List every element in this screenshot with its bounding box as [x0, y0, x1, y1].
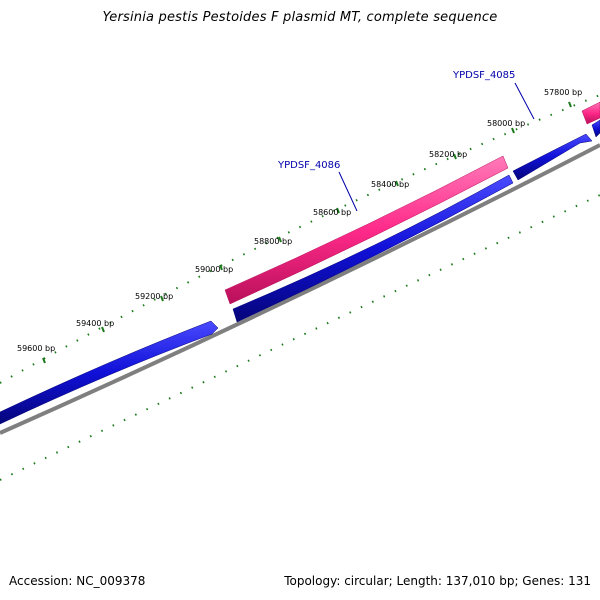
- accession-info: Accession: NC_009378: [9, 574, 145, 588]
- accession-value: NC_009378: [76, 574, 146, 588]
- sequence-summary: Topology: circular; Length: 137,010 bp; …: [284, 574, 591, 588]
- gene-label-ypdsf-4085[interactable]: YPDSF_4085: [452, 70, 515, 81]
- map-title: Yersinia pestis Pestoides F plasmid MT, …: [102, 10, 498, 25]
- outer-scale-track: [0, 94, 600, 384]
- topology-value: circular: [344, 574, 389, 588]
- cds-feature-right[interactable]: [591, 119, 600, 138]
- highlight-feature-ypdsf-4086[interactable]: [224, 155, 509, 305]
- tick-label: 57800 bp: [544, 88, 582, 97]
- gene-label-ypdsf-4086[interactable]: YPDSF_4086: [277, 160, 340, 171]
- length-value: 137,010 bp: [445, 574, 515, 588]
- tick-labels: 57800 bp 58000 bp 58200 bp 58400 bp 5860…: [17, 88, 582, 353]
- genes-label: Genes:: [522, 574, 565, 588]
- tick-label: 58600 bp: [313, 208, 351, 217]
- length-label: Length:: [396, 574, 442, 588]
- tick-label: 59000 bp: [195, 265, 233, 274]
- cds-feature-left[interactable]: [0, 320, 219, 425]
- topology-label: Topology:: [284, 574, 341, 588]
- tick-label: 59200 bp: [135, 292, 173, 301]
- gene-label-leader: [514, 82, 535, 120]
- major-ticks: [42, 101, 572, 364]
- highlight-feature-ypdsf-4085[interactable]: [581, 101, 600, 125]
- tick-label: 59400 bp: [76, 319, 114, 328]
- tick-label: 58800 bp: [254, 237, 292, 246]
- cds-feature-ypdsf-4085[interactable]: [512, 133, 593, 181]
- tick-label: 58400 bp: [371, 180, 409, 189]
- tick-label: 58000 bp: [487, 119, 525, 128]
- tick-label: 59600 bp: [17, 344, 55, 353]
- inner-scale-track: [0, 194, 600, 481]
- accession-label: Accession:: [9, 574, 73, 588]
- backbone-line: [0, 143, 600, 435]
- cds-feature-ypdsf-4086[interactable]: [232, 174, 514, 323]
- tick-label: 58200 bp: [429, 150, 467, 159]
- genes-value: 131: [568, 574, 591, 588]
- gene-label-leader: [338, 171, 358, 212]
